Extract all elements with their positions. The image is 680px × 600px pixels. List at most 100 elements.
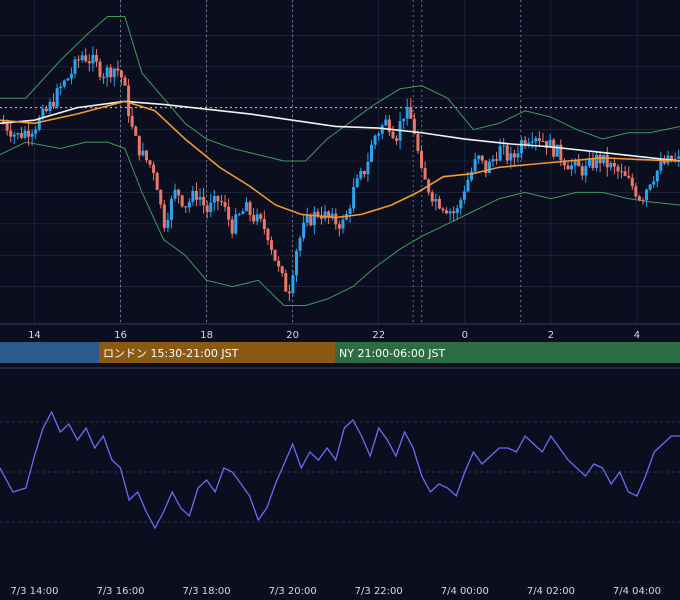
candle-body-up: [187, 201, 191, 208]
candle-body-up: [234, 214, 238, 234]
candle-body-up: [655, 170, 659, 182]
candle-body-up: [305, 215, 309, 223]
candle-body-up: [520, 140, 524, 154]
indicator-x-tick-label: 7/3 20:00: [269, 586, 317, 597]
candle-body-down: [662, 161, 666, 164]
candle-body-down: [395, 138, 399, 141]
price-x-tick-label: 14: [28, 330, 41, 341]
candle-body-up: [477, 155, 481, 160]
candle-body-up: [555, 144, 559, 157]
candle-body-up: [355, 178, 359, 187]
candle-body-up: [677, 156, 680, 159]
candle-body-down: [2, 120, 6, 124]
candle-body-up: [73, 59, 77, 74]
moving-average-long: [0, 100, 680, 162]
candle-body-down: [248, 202, 252, 216]
candle-body-up: [237, 214, 241, 216]
candle-body-down: [441, 208, 445, 211]
candle-body-up: [112, 68, 116, 78]
candle-body-down: [616, 166, 620, 172]
candle-body-down: [130, 115, 134, 127]
candle-body-up: [602, 154, 606, 164]
price-x-tick-label: 2: [548, 330, 554, 341]
candle-body-up: [448, 211, 452, 214]
candle-body-up: [294, 250, 298, 276]
candle-body-down: [327, 211, 331, 218]
candle-body-down: [262, 218, 266, 229]
candle-body-up: [509, 153, 513, 161]
candle-body-down: [512, 153, 516, 158]
candle-body-up: [23, 130, 27, 138]
candle-body-down: [620, 171, 624, 173]
candle-body-up: [370, 144, 374, 162]
candle-body-down: [116, 68, 120, 71]
candle-body-down: [309, 215, 313, 226]
candle-body-down: [598, 154, 602, 164]
candle-body-up: [255, 214, 259, 222]
candle-body-up: [548, 139, 552, 148]
candle-body-up: [37, 117, 41, 130]
candle-body-up: [491, 159, 495, 162]
candle-body-up: [41, 108, 45, 118]
candle-body-down: [634, 186, 638, 197]
candle-body-down: [545, 141, 549, 148]
candle-body-up: [377, 133, 381, 136]
candle-body-up: [69, 73, 73, 79]
candle-body-down: [137, 135, 141, 156]
candle-body-down: [273, 249, 277, 261]
candle-body-down: [177, 189, 181, 196]
candle-body-up: [209, 202, 213, 212]
session-label-ny: NY 21:00-06:00 JST: [339, 347, 446, 360]
candle-body-up: [34, 129, 38, 134]
candle-body-down: [123, 77, 127, 86]
candle-body-up: [302, 222, 306, 238]
candle-body-down: [162, 204, 166, 228]
candle-body-down: [523, 140, 527, 146]
candle-body-up: [659, 161, 663, 171]
candle-body-down: [627, 175, 631, 178]
candle-body-down: [387, 119, 391, 132]
candle-body-down: [52, 101, 56, 107]
indicator-line: [0, 410, 680, 530]
candle-body-up: [348, 208, 352, 215]
candle-body-up: [384, 119, 388, 126]
price-x-tick-label: 20: [286, 330, 299, 341]
indicator-x-tick-label: 7/4 00:00: [441, 586, 489, 597]
price-x-tick-label: 16: [114, 330, 127, 341]
candle-body-down: [287, 291, 291, 294]
candle-body-down: [219, 201, 223, 203]
price-x-tick-label: 4: [634, 330, 640, 341]
indicator-x-tick-label: 7/3 18:00: [183, 586, 231, 597]
price-x-tick-label: 0: [462, 330, 468, 341]
candle-body-down: [9, 130, 13, 137]
candle-body-up: [516, 153, 520, 158]
candle-body-down: [562, 160, 566, 166]
candle-body-up: [502, 145, 506, 147]
candle-body-up: [48, 101, 52, 112]
indicator-grid: [0, 421, 680, 523]
candle-body-down: [205, 205, 209, 212]
candle-body-up: [527, 142, 531, 146]
candle-body-up: [366, 161, 370, 175]
candle-body-up: [312, 211, 316, 226]
candle-body-down: [505, 145, 509, 161]
price-x-tick-label: 18: [200, 330, 213, 341]
candle-body-up: [291, 275, 295, 294]
candlesticks: [2, 46, 680, 302]
candle-body-up: [459, 199, 463, 209]
candle-body-up: [487, 161, 491, 174]
candle-body-up: [530, 141, 534, 143]
candle-body-up: [91, 54, 95, 64]
candle-body-up: [466, 179, 470, 192]
candle-body-down: [591, 159, 595, 169]
candle-body-down: [216, 196, 220, 202]
candle-body-down: [284, 273, 288, 292]
candle-body-up: [573, 160, 577, 166]
candle-body-down: [637, 196, 641, 201]
indicator-x-tick-label: 7/3 16:00: [96, 586, 144, 597]
session-bar: ロンドン 15:30-21:00 JST NY 21:00-06:00 JST: [0, 342, 680, 363]
candle-body-up: [645, 189, 649, 201]
candle-body-down: [480, 155, 484, 161]
candle-body-down: [577, 160, 581, 167]
candle-body-down: [223, 202, 227, 207]
